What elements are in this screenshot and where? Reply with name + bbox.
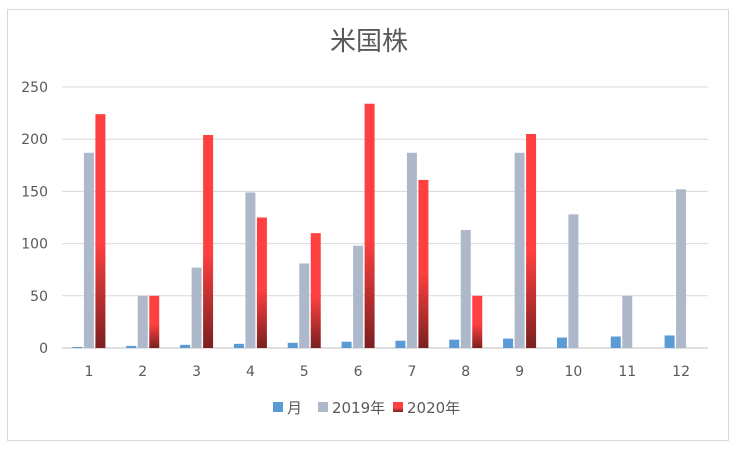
bar-month — [233, 343, 244, 348]
bar-month — [72, 346, 83, 348]
bar-2020 — [418, 179, 429, 348]
bar-month — [126, 345, 137, 348]
bar-2020 — [310, 233, 321, 348]
bar-month — [341, 341, 352, 348]
bar-month — [449, 339, 460, 348]
x-tick-label: 10 — [565, 364, 583, 380]
y-tick-label: 0 — [39, 341, 48, 357]
x-tick-label: 3 — [192, 364, 201, 380]
bar-2019 — [245, 192, 256, 348]
bar-2019 — [191, 267, 202, 348]
x-tick-label: 11 — [618, 364, 636, 380]
bar-2020 — [95, 114, 106, 348]
legend-swatch — [393, 402, 403, 412]
legend-label: 2019年 — [332, 399, 385, 417]
x-tick-label: 5 — [300, 364, 309, 380]
x-tick-label: 7 — [407, 364, 416, 380]
bar-2020 — [364, 103, 375, 348]
bar-2019 — [353, 245, 364, 348]
gridlines — [62, 86, 708, 349]
bar-2019 — [676, 189, 687, 348]
legend-label: 月 — [287, 399, 302, 417]
bar-2019 — [622, 295, 633, 348]
bar-month — [287, 342, 298, 348]
y-tick-label: 200 — [21, 132, 48, 148]
y-tick-label: 150 — [21, 184, 48, 200]
bar-month — [180, 344, 191, 348]
x-axis-ticks: 1 2 3 4 5 6 7 8 9 10 11 12 — [84, 364, 690, 380]
bars — [72, 103, 687, 348]
y-tick-label: 50 — [30, 289, 48, 305]
bar-month — [503, 338, 514, 348]
bar-month — [610, 336, 621, 348]
y-tick-label: 250 — [21, 80, 48, 96]
bar-2019 — [460, 230, 471, 348]
bar-2019 — [568, 214, 579, 348]
x-tick-label: 9 — [515, 364, 524, 380]
x-tick-label: 2 — [138, 364, 147, 380]
y-tick-label: 100 — [21, 237, 48, 253]
bar-2020 — [203, 135, 214, 348]
legend-swatch — [273, 402, 283, 412]
chart-title: 米国株 — [330, 27, 408, 57]
bar-2020 — [526, 133, 537, 348]
legend-label: 2020年 — [407, 399, 460, 417]
bar-2019 — [83, 152, 94, 348]
bar-2019 — [137, 295, 148, 348]
x-tick-label: 12 — [672, 364, 690, 380]
legend-swatch — [318, 402, 328, 412]
bar-month — [664, 335, 675, 348]
legend: 月 2019年 2020年 — [273, 399, 460, 417]
bar-2020 — [256, 217, 267, 348]
bar-2020 — [149, 295, 160, 348]
bar-2019 — [299, 263, 310, 348]
bar-month — [556, 337, 567, 348]
x-tick-label: 8 — [461, 364, 470, 380]
x-tick-label: 1 — [84, 364, 93, 380]
bar-month — [395, 340, 406, 348]
x-tick-label: 6 — [354, 364, 363, 380]
bar-2020 — [472, 295, 483, 348]
bar-2019 — [514, 152, 525, 348]
x-tick-label: 4 — [246, 364, 255, 380]
y-axis-ticks: 0 50 100 150 200 250 — [21, 80, 48, 357]
bar-2019 — [406, 152, 417, 348]
